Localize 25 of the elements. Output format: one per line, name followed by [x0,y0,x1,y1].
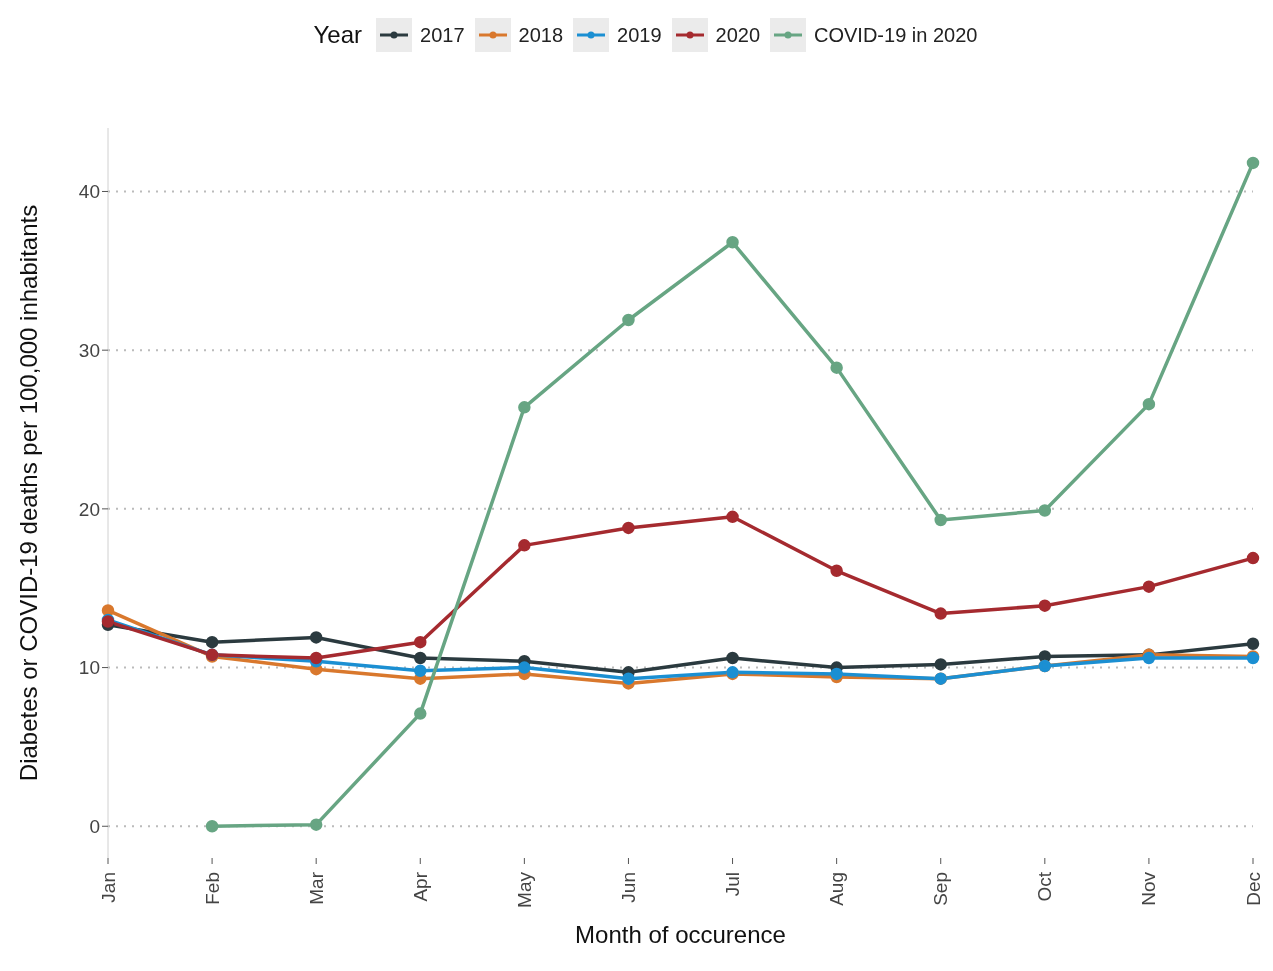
x-tick-label: Aug [826,872,848,906]
x-tick-label: Jun [617,872,639,903]
x-tick-label: Dec [1242,872,1264,906]
y-tick-label: 0 [89,816,100,838]
y-tick-label: 30 [78,339,100,361]
legend-label: 2019 [617,23,662,47]
legend-label: 2020 [715,23,761,47]
y-axis-title: Diabetes or COVID-19 deaths per 100,000 inhabitants [14,204,42,782]
x-tick-label: May [513,871,535,908]
x-tick-label: Sep [930,872,952,906]
legend-label: 2018 [518,23,564,47]
y-tick-label: 10 [78,657,100,679]
y-tick-label: 40 [78,181,100,203]
x-tick-label: Apr [409,871,431,902]
x-tick-label: Jul [722,872,744,897]
legend-label: 2017 [420,23,465,47]
legend-title: Year [313,21,363,49]
x-tick-label: Oct [1034,871,1056,902]
y-tick-label: 20 [78,498,100,520]
x-tick-label: Mar [305,871,327,905]
x-axis-title: Month of occurence [575,921,786,948]
x-tick-label: Feb [201,872,223,905]
x-tick-label: Jan [97,872,119,903]
legend-label: COVID-19 in 2020 [814,23,978,47]
x-tick-label: Nov [1138,871,1160,906]
